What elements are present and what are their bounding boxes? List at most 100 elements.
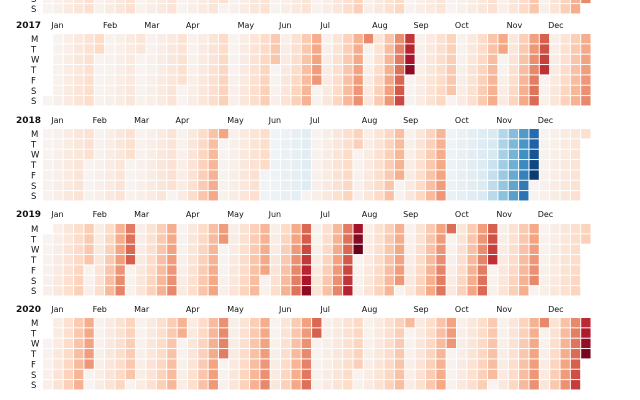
day-cell bbox=[322, 286, 332, 296]
day-cell bbox=[425, 34, 436, 44]
day-cell bbox=[446, 349, 456, 359]
day-cell bbox=[332, 139, 343, 149]
day-cell bbox=[498, 255, 508, 265]
day-cell bbox=[105, 349, 115, 359]
day-cell bbox=[498, 275, 508, 286]
day-cell bbox=[63, 160, 74, 170]
day-cell bbox=[322, 170, 332, 180]
day-cell bbox=[270, 224, 281, 234]
day-cell bbox=[384, 44, 394, 54]
day-cell bbox=[156, 359, 167, 369]
day-cell bbox=[550, 65, 560, 75]
day-cell bbox=[312, 4, 322, 14]
day-cell bbox=[250, 349, 260, 359]
day-cell bbox=[105, 234, 115, 244]
day-cell bbox=[105, 369, 115, 380]
day-cell bbox=[281, 224, 291, 234]
day-cell bbox=[343, 328, 353, 338]
day-cell bbox=[312, 44, 322, 54]
day-cell bbox=[156, 139, 167, 149]
day-cell bbox=[498, 359, 508, 369]
day-cell bbox=[363, 234, 374, 244]
day-cell bbox=[187, 191, 198, 201]
day-cell bbox=[322, 129, 332, 139]
day-cell bbox=[167, 318, 177, 328]
day-cell bbox=[508, 224, 519, 234]
day-cell bbox=[467, 286, 477, 296]
day-cell bbox=[539, 0, 550, 4]
day-cell bbox=[560, 54, 570, 65]
month-label: Jan bbox=[50, 21, 63, 30]
weekday-label: S bbox=[31, 87, 36, 97]
day-cell bbox=[322, 380, 332, 390]
day-cell bbox=[239, 65, 249, 75]
day-cell bbox=[146, 96, 156, 106]
day-cell bbox=[312, 380, 322, 390]
weekday-label: S bbox=[31, 381, 36, 391]
day-cell bbox=[415, 349, 425, 359]
day-cell bbox=[519, 369, 529, 380]
day-cell bbox=[63, 170, 74, 180]
day-cell bbox=[436, 286, 446, 296]
day-cell bbox=[332, 224, 343, 234]
day-cell bbox=[270, 369, 281, 380]
day-cell bbox=[394, 369, 405, 380]
day-cell bbox=[177, 96, 187, 106]
day-cell bbox=[187, 265, 198, 275]
day-cell bbox=[415, 180, 425, 191]
day-cell bbox=[115, 149, 125, 160]
day-cell bbox=[457, 349, 467, 359]
month-label: May bbox=[238, 21, 255, 30]
day-cell bbox=[570, 139, 581, 149]
day-cell bbox=[94, 75, 105, 85]
day-cell bbox=[281, 338, 291, 349]
day-cell bbox=[384, 286, 394, 296]
day-cell bbox=[446, 0, 456, 4]
day-cell bbox=[53, 85, 63, 96]
day-cell bbox=[229, 369, 239, 380]
day-cell bbox=[301, 0, 312, 4]
day-cell bbox=[519, 318, 529, 328]
day-cell bbox=[477, 75, 488, 85]
day-cell bbox=[343, 160, 353, 170]
day-cell bbox=[270, 234, 281, 244]
day-cell bbox=[467, 369, 477, 380]
day-cell bbox=[384, 65, 394, 75]
day-cell bbox=[560, 139, 570, 149]
day-cell bbox=[570, 224, 581, 234]
day-cell bbox=[519, 139, 529, 149]
day-cell bbox=[539, 338, 550, 349]
day-cell bbox=[312, 349, 322, 359]
day-cell bbox=[384, 129, 394, 139]
day-cell bbox=[353, 255, 363, 265]
day-cell bbox=[363, 359, 374, 369]
day-cell bbox=[63, 65, 74, 75]
day-cell bbox=[74, 129, 84, 139]
day-cell bbox=[156, 255, 167, 265]
month-label: Apr bbox=[186, 21, 201, 30]
day-cell bbox=[322, 349, 332, 359]
day-cell bbox=[508, 265, 519, 275]
day-cell bbox=[498, 139, 508, 149]
day-cell bbox=[239, 4, 249, 14]
day-cell bbox=[74, 54, 84, 65]
day-cell bbox=[301, 265, 312, 275]
day-cell bbox=[394, 129, 405, 139]
day-cell bbox=[550, 160, 560, 170]
day-cell bbox=[270, 180, 281, 191]
day-cell bbox=[457, 85, 467, 96]
day-cell bbox=[436, 328, 446, 338]
day-cell bbox=[374, 234, 384, 244]
day-cell bbox=[343, 286, 353, 296]
day-cell bbox=[322, 44, 332, 54]
day-cell bbox=[560, 338, 570, 349]
month-label: Sep bbox=[414, 21, 429, 30]
day-cell bbox=[63, 338, 74, 349]
day-cell bbox=[291, 191, 301, 201]
day-cell bbox=[457, 139, 467, 149]
day-cell bbox=[187, 54, 198, 65]
day-cell bbox=[498, 234, 508, 244]
day-cell bbox=[550, 4, 560, 14]
day-cell bbox=[218, 0, 229, 4]
day-cell bbox=[488, 75, 498, 85]
